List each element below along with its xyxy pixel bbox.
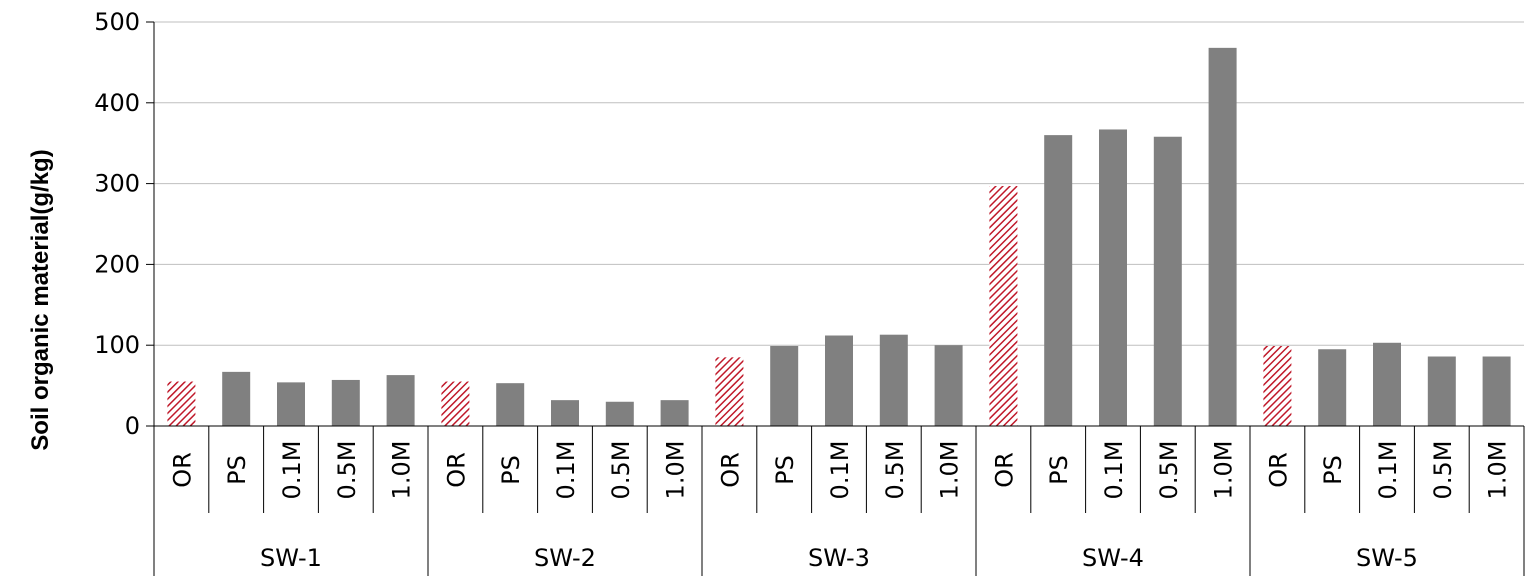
category-label: OR [442, 452, 470, 488]
category-label: 0.5M [881, 441, 909, 500]
bar [825, 335, 853, 426]
bar [551, 400, 579, 426]
category-labels: OR PS 0.1M 0.5M 1.0M OR PS 0.1M 0.5M 1.0M OR PS 0.1M… [168, 441, 1511, 500]
group-label: SW-2 [534, 544, 596, 572]
bar-or [441, 381, 470, 426]
category-label: 1.0M [936, 441, 964, 500]
bar [1482, 356, 1511, 426]
y-axis-label: Soil organic material(g/kg) [27, 149, 54, 450]
bar [331, 379, 360, 426]
bar [1208, 47, 1237, 427]
y-tick-label: 300 [94, 170, 140, 198]
category-label: 0.1M [1100, 441, 1128, 500]
category-label: OR [168, 452, 196, 488]
y-axis-ticks: 0 100 200 300 400 500 [94, 8, 154, 440]
category-label: 1.0M [1484, 441, 1512, 500]
category-label: PS [771, 455, 799, 485]
category-label: 1.0M [1210, 441, 1238, 500]
gridlines [154, 21, 1524, 346]
category-label: PS [223, 455, 251, 485]
category-label: OR [1264, 452, 1292, 488]
category-label: 0.1M [826, 441, 854, 500]
bar [605, 401, 634, 426]
bar [1373, 342, 1401, 426]
category-label: PS [497, 455, 525, 485]
y-tick-label: 400 [94, 89, 140, 117]
bar-or [715, 357, 744, 426]
category-label: OR [716, 452, 744, 488]
group-labels: SW-1 SW-2 SW-3 SW-4 SW-5 [260, 544, 1418, 572]
bar-or [1263, 346, 1292, 426]
bar [496, 383, 525, 426]
category-label: 0.5M [1155, 441, 1183, 500]
y-tick-label: 0 [125, 412, 140, 440]
category-label: PS [1319, 455, 1347, 485]
bar [386, 375, 415, 426]
category-label: 1.0M [662, 441, 690, 500]
category-label: 0.5M [1429, 441, 1457, 500]
bars [167, 47, 1511, 427]
axes [153, 22, 1525, 576]
y-tick-label: 200 [94, 250, 140, 278]
bar-or [989, 186, 1018, 426]
group-label: SW-1 [260, 544, 322, 572]
category-label: PS [1045, 455, 1073, 485]
bar [277, 382, 305, 426]
y-tick-label: 100 [94, 331, 140, 359]
category-label: 0.1M [552, 441, 580, 500]
bar [934, 345, 963, 426]
bar [222, 371, 251, 426]
group-label: SW-5 [1356, 544, 1418, 572]
group-label: SW-4 [1082, 544, 1144, 572]
bar-or [167, 381, 196, 426]
bar [879, 334, 908, 426]
category-label: 0.1M [278, 441, 306, 500]
bar [1153, 136, 1182, 426]
bar [1427, 356, 1456, 426]
category-label: 0.1M [1374, 441, 1402, 500]
category-label: 0.5M [333, 441, 361, 500]
y-tick-label: 500 [94, 8, 140, 36]
group-label: SW-3 [808, 544, 870, 572]
bar [770, 346, 799, 426]
category-label: OR [990, 452, 1018, 488]
bar [1318, 349, 1347, 426]
bar [660, 400, 689, 426]
bar [1044, 135, 1073, 426]
bar [1099, 129, 1127, 427]
category-label: 0.5M [607, 441, 635, 500]
category-label: 1.0M [388, 441, 416, 500]
